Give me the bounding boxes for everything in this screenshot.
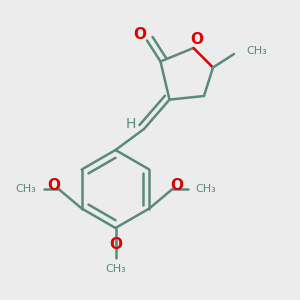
Text: O: O (47, 178, 61, 194)
Text: CH₃: CH₃ (15, 184, 36, 194)
Text: O: O (109, 237, 122, 252)
Text: CH₃: CH₃ (195, 184, 216, 194)
Text: O: O (133, 27, 146, 42)
Text: H: H (125, 118, 136, 131)
Text: CH₃: CH₃ (246, 46, 267, 56)
Text: CH₃: CH₃ (105, 264, 126, 274)
Text: O: O (170, 178, 184, 194)
Text: O: O (190, 32, 203, 46)
